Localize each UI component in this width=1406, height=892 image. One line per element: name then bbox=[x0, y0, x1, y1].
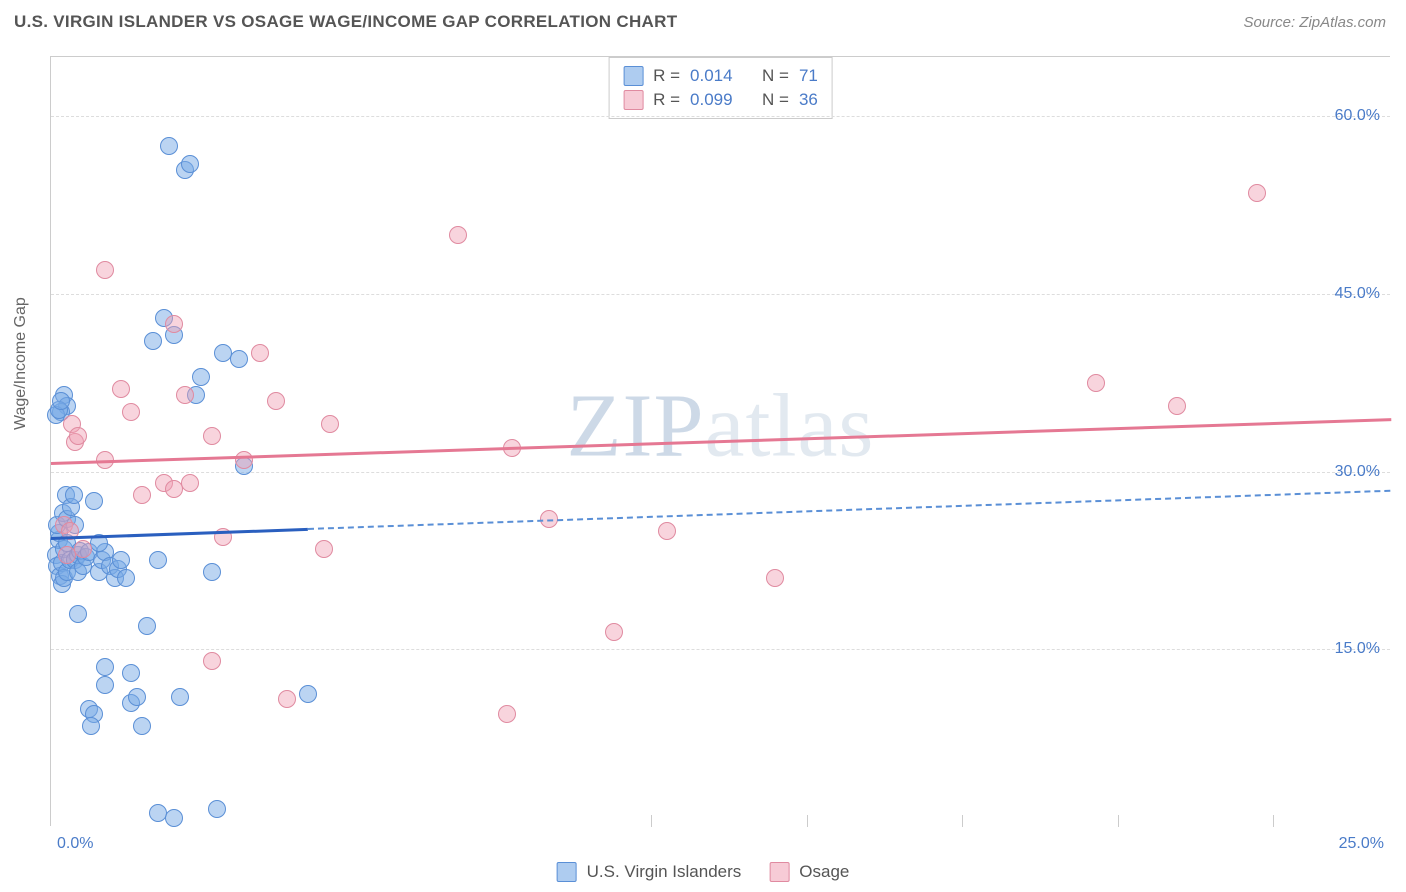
legend-swatch-blue-icon bbox=[557, 862, 577, 882]
plot-area: ZIPatlas R = 0.014 N = 71 R = 0.099 N = … bbox=[50, 56, 1390, 826]
scatter-point-blue bbox=[82, 717, 100, 735]
source-label: Source: ZipAtlas.com bbox=[1243, 14, 1386, 31]
scatter-point-blue bbox=[112, 551, 130, 569]
scatter-point-pink bbox=[203, 652, 221, 670]
scatter-point-blue bbox=[165, 809, 183, 827]
chart-title: U.S. VIRGIN ISLANDER VS OSAGE WAGE/INCOM… bbox=[14, 12, 677, 32]
y-tick-label: 60.0% bbox=[1335, 107, 1380, 125]
scatter-point-blue bbox=[230, 350, 248, 368]
scatter-point-pink bbox=[267, 392, 285, 410]
scatter-point-blue bbox=[208, 800, 226, 818]
scatter-point-pink bbox=[605, 623, 623, 641]
scatter-point-blue bbox=[171, 688, 189, 706]
scatter-point-pink bbox=[766, 569, 784, 587]
y-tick-label: 15.0% bbox=[1335, 640, 1380, 658]
header-bar: U.S. VIRGIN ISLANDER VS OSAGE WAGE/INCOM… bbox=[0, 0, 1406, 40]
watermark: ZIPatlas bbox=[567, 375, 875, 478]
legend-item-pink: Osage bbox=[769, 862, 849, 882]
scatter-point-blue bbox=[203, 563, 221, 581]
scatter-point-pink bbox=[176, 386, 194, 404]
scatter-point-blue bbox=[128, 688, 146, 706]
r-label: R = bbox=[653, 66, 680, 86]
scatter-point-pink bbox=[74, 540, 92, 558]
scatter-point-pink bbox=[449, 226, 467, 244]
stats-row-blue: R = 0.014 N = 71 bbox=[623, 64, 818, 88]
trendline-pink bbox=[51, 418, 1391, 465]
scatter-point-pink bbox=[203, 427, 221, 445]
chart-container: U.S. VIRGIN ISLANDER VS OSAGE WAGE/INCOM… bbox=[0, 0, 1406, 892]
scatter-point-blue bbox=[96, 676, 114, 694]
x-tick-label: 0.0% bbox=[57, 835, 93, 853]
scatter-point-pink bbox=[251, 344, 269, 362]
scatter-point-blue bbox=[149, 551, 167, 569]
swatch-pink-icon bbox=[623, 90, 643, 110]
scatter-point-blue bbox=[85, 492, 103, 510]
scatter-point-blue bbox=[138, 617, 156, 635]
y-tick-label: 30.0% bbox=[1335, 463, 1380, 481]
bottom-legend: U.S. Virgin Islanders Osage bbox=[557, 862, 850, 882]
scatter-point-blue bbox=[122, 664, 140, 682]
scatter-point-pink bbox=[69, 427, 87, 445]
watermark-atlas: atlas bbox=[705, 377, 875, 476]
scatter-point-blue bbox=[181, 155, 199, 173]
gridline-v bbox=[1273, 815, 1274, 827]
scatter-point-blue bbox=[96, 658, 114, 676]
legend-item-blue: U.S. Virgin Islanders bbox=[557, 862, 742, 882]
scatter-point-pink bbox=[658, 522, 676, 540]
scatter-point-pink bbox=[1248, 184, 1266, 202]
n-value-pink: 36 bbox=[799, 90, 818, 110]
x-tick-label: 25.0% bbox=[1339, 835, 1384, 853]
stats-legend-box: R = 0.014 N = 71 R = 0.099 N = 36 bbox=[608, 57, 833, 119]
n-label: N = bbox=[762, 66, 789, 86]
scatter-point-pink bbox=[315, 540, 333, 558]
stats-row-pink: R = 0.099 N = 36 bbox=[623, 88, 818, 112]
scatter-point-pink bbox=[122, 403, 140, 421]
scatter-point-blue bbox=[52, 392, 70, 410]
y-tick-label: 45.0% bbox=[1335, 285, 1380, 303]
scatter-point-blue bbox=[69, 605, 87, 623]
scatter-point-pink bbox=[112, 380, 130, 398]
r-value-blue: 0.014 bbox=[690, 66, 733, 86]
swatch-blue-icon bbox=[623, 66, 643, 86]
n-value-blue: 71 bbox=[799, 66, 818, 86]
scatter-point-blue bbox=[160, 137, 178, 155]
scatter-point-pink bbox=[278, 690, 296, 708]
gridline-v bbox=[651, 815, 652, 827]
scatter-point-pink bbox=[165, 315, 183, 333]
gridline-v bbox=[807, 815, 808, 827]
scatter-point-blue bbox=[192, 368, 210, 386]
scatter-point-pink bbox=[235, 451, 253, 469]
legend-swatch-pink-icon bbox=[769, 862, 789, 882]
scatter-point-pink bbox=[133, 486, 151, 504]
legend-label-pink: Osage bbox=[799, 862, 849, 882]
scatter-point-blue bbox=[65, 486, 83, 504]
scatter-point-pink bbox=[96, 261, 114, 279]
gridline-h bbox=[51, 649, 1390, 650]
scatter-point-pink bbox=[498, 705, 516, 723]
scatter-point-pink bbox=[321, 415, 339, 433]
y-axis-label: Wage/Income Gap bbox=[12, 297, 30, 430]
gridline-h bbox=[51, 472, 1390, 473]
legend-label-blue: U.S. Virgin Islanders bbox=[587, 862, 742, 882]
n-label: N = bbox=[762, 90, 789, 110]
scatter-point-blue bbox=[117, 569, 135, 587]
trendline-blue-solid bbox=[51, 528, 308, 540]
scatter-point-blue bbox=[299, 685, 317, 703]
scatter-point-pink bbox=[181, 474, 199, 492]
scatter-point-pink bbox=[1087, 374, 1105, 392]
watermark-zip: ZIP bbox=[567, 377, 705, 476]
scatter-point-blue bbox=[133, 717, 151, 735]
gridline-v bbox=[962, 815, 963, 827]
gridline-h bbox=[51, 294, 1390, 295]
scatter-point-pink bbox=[1168, 397, 1186, 415]
gridline-v bbox=[1118, 815, 1119, 827]
trendline-blue-dashed bbox=[308, 489, 1391, 529]
gridline-h bbox=[51, 116, 1390, 117]
r-label: R = bbox=[653, 90, 680, 110]
scatter-point-blue bbox=[144, 332, 162, 350]
r-value-pink: 0.099 bbox=[690, 90, 733, 110]
